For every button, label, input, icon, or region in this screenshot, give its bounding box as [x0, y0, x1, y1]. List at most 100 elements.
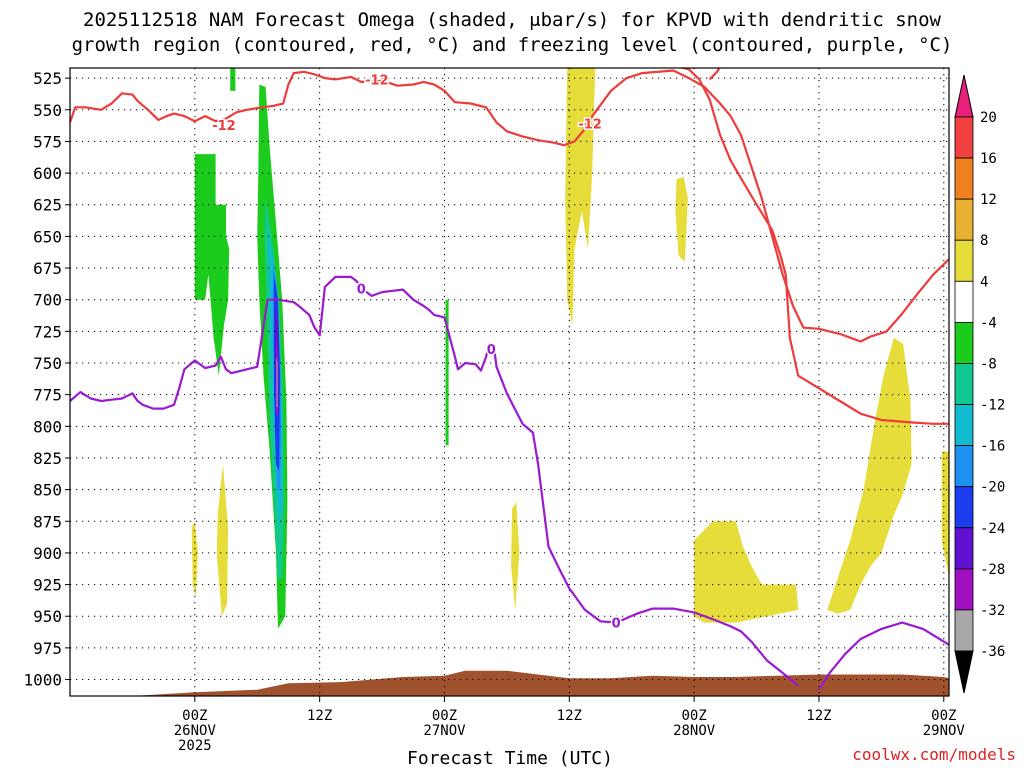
colorbar-label-5: -4 [980, 315, 997, 331]
colorbar-bin-12 [954, 609, 974, 652]
y-tick-label-525: 525 [33, 69, 62, 88]
contour-labels: -12 -12 -12 0 0 0 [211, 72, 622, 633]
x-tick-label-24-0: 00Z [432, 708, 457, 724]
colorbar-bin-4 [954, 280, 974, 323]
y-tick-label-950: 950 [33, 607, 62, 626]
colorbar-bin-1 [954, 157, 974, 200]
colorbar-label-4: 4 [980, 274, 988, 290]
y-tick-label-775: 775 [33, 386, 62, 405]
x-tick-label-48-0: 00Z [681, 708, 706, 724]
omega-region-15 [675, 176, 688, 262]
x-tick-label-0-0: 00Z [182, 708, 207, 724]
colorbar-bin-5 [954, 321, 974, 364]
colorbar-label-2: 12 [980, 192, 997, 208]
y-tick-label-625: 625 [33, 196, 62, 215]
freezing-level-contour-1 [818, 621, 949, 691]
x-tick-label-0-2: 2025 [178, 738, 212, 754]
freezing-level-label-0: 0 [357, 282, 366, 297]
y-tick-label-1000: 1000 [23, 671, 62, 690]
x-tick-label-36-0: 12Z [557, 708, 582, 724]
y-tick-label-800: 800 [33, 417, 62, 436]
chart-title-line-2: growth region (contoured, red, °C) and f… [72, 34, 953, 56]
colorbar-bottom-arrow [954, 650, 974, 694]
colorbar-label-11: -28 [980, 562, 1005, 578]
y-tick-label-575: 575 [33, 132, 62, 151]
x-tick-label-72-1: 29NOV [923, 723, 966, 739]
y-tick-label-850: 850 [33, 481, 62, 500]
dgz-contour-label-0: -12 [212, 119, 236, 134]
dgz-contour-4 [678, 68, 949, 425]
x-tick-label-12-0: 12Z [307, 708, 332, 724]
dgz-contour-3 [575, 57, 617, 60]
x-tick-label-24-1: 27NOV [423, 723, 466, 739]
omega-region-14 [565, 68, 596, 325]
contour-lines [70, 57, 949, 691]
plot-frame [69, 67, 950, 697]
credit-text: coolwx.com/models [852, 745, 1016, 764]
colorbar-bin-10 [954, 527, 974, 570]
dgz-contour-label-2: -12 [578, 118, 602, 133]
colorbar-top-arrow [954, 74, 974, 118]
freezing-level-label-2: 0 [612, 617, 621, 632]
dgz-contour-0 [70, 70, 591, 147]
colorbar-label-6: -8 [980, 356, 997, 372]
colorbar-label-7: -12 [980, 398, 1005, 414]
colorbar-bin-8 [954, 445, 974, 488]
omega-region-16 [694, 521, 799, 623]
y-axis: 525 550 575 600 625 650 675 700 725 750 775 800 825 8… [23, 69, 70, 690]
plot-area: -12 -12 -12 0 0 0 [69, 57, 950, 697]
dgz-contour-label-1: -12 [365, 73, 389, 88]
colorbar-label-1: 16 [980, 151, 997, 167]
terrain-polygon [132, 670, 949, 696]
y-tick-label-650: 650 [33, 227, 62, 246]
colorbar-bin-3 [954, 239, 974, 282]
omega-region-1 [230, 68, 236, 91]
colorbar-label-3: 8 [980, 233, 988, 249]
y-tick-label-725: 725 [33, 322, 62, 341]
freezing-level-contour-0 [70, 275, 799, 687]
colorbar-bin-2 [954, 198, 974, 241]
omega-region-13 [511, 502, 520, 610]
freezing-level-label-1: 0 [487, 343, 496, 358]
y-tick-label-550: 550 [33, 101, 62, 120]
y-tick-label-675: 675 [33, 259, 62, 278]
dgz-contour-2 [70, 63, 112, 64]
omega-region-12 [216, 464, 229, 617]
y-tick-label-700: 700 [33, 291, 62, 310]
omega-region-10 [445, 299, 449, 446]
x-tick-label-48-1: 28NOV [673, 723, 716, 739]
colorbar-bin-7 [954, 404, 974, 447]
y-tick-label-975: 975 [33, 639, 62, 658]
y-tick-label-825: 825 [33, 449, 62, 468]
omega-shading [191, 68, 949, 629]
x-axis-title: Forecast Time (UTC) [407, 748, 613, 768]
omega-region-17 [827, 337, 912, 614]
y-tick-label-875: 875 [33, 512, 62, 531]
dgz-contour-1 [584, 69, 949, 343]
omega-region-18 [941, 451, 949, 579]
x-tick-label-0-1: 26NOV [174, 723, 217, 739]
x-tick-label-72-0: 00Z [931, 708, 956, 724]
y-tick-label-925: 925 [33, 576, 62, 595]
colorbar-bin-11 [954, 568, 974, 611]
y-tick-label-900: 900 [33, 544, 62, 563]
grid-lines [70, 68, 949, 696]
colorbar-label-8: -16 [980, 439, 1005, 455]
x-tick-label-60-0: 12Z [806, 708, 831, 724]
terrain-fill [132, 670, 949, 696]
colorbar-label-0: 20 [980, 110, 997, 126]
chart-title-line-1: 2025112518 NAM Forecast Omega (shaded, μ… [83, 9, 941, 31]
omega-region-11 [191, 521, 198, 598]
colorbar-bin-0 [954, 116, 974, 159]
colorbar-label-9: -20 [980, 480, 1005, 496]
colorbar-bin-6 [954, 363, 974, 405]
colorbar-label-10: -24 [980, 521, 1005, 537]
colorbar-label-13: -36 [980, 644, 1005, 660]
omega-region-9 [276, 356, 278, 408]
colorbar: 20 16 12 8 4 -4 -8 -12 -16 -20 -24 -28 -32 -36 [954, 74, 1005, 694]
colorbar-bin-9 [954, 486, 974, 529]
dgz-contour-5 [708, 68, 721, 81]
colorbar-label-12: -32 [980, 603, 1005, 619]
